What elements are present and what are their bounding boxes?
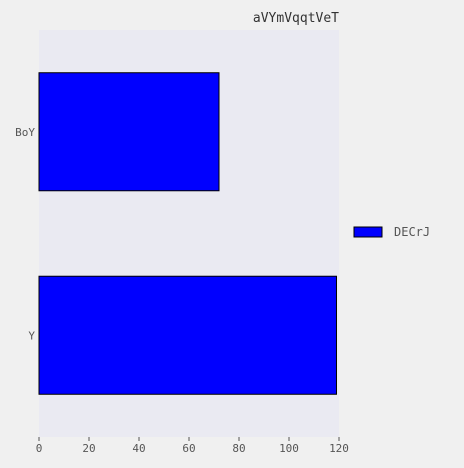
axes: BoY Y 0 20 40 60 80 100 120 bbox=[15, 126, 349, 455]
chart-title: aVYmVqqtVeT bbox=[253, 11, 339, 26]
y-tick-label: BoY bbox=[15, 126, 35, 139]
x-tick-label: 0 bbox=[36, 442, 43, 455]
bar-boy bbox=[38, 72, 220, 192]
x-tick-label: 80 bbox=[232, 442, 245, 455]
bar-y bbox=[38, 275, 337, 395]
x-tick-label: 120 bbox=[329, 442, 349, 455]
bars-layer bbox=[38, 72, 337, 395]
x-tick-label: 60 bbox=[182, 442, 195, 455]
legend: DECrJ bbox=[353, 225, 430, 239]
y-tick-label: Y bbox=[28, 329, 35, 342]
legend-swatch bbox=[353, 226, 383, 238]
x-tick-label: 40 bbox=[132, 442, 145, 455]
legend-label: DECrJ bbox=[394, 225, 430, 239]
x-tick-label: 100 bbox=[279, 442, 299, 455]
x-tick-label: 20 bbox=[82, 442, 95, 455]
